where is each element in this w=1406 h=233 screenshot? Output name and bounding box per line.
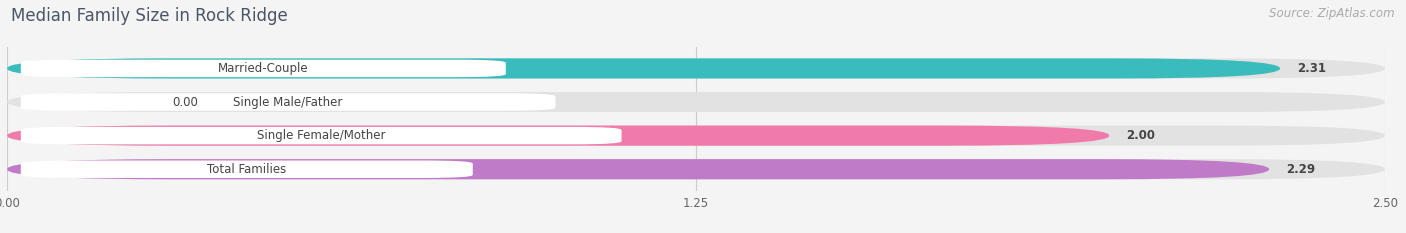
Text: Median Family Size in Rock Ridge: Median Family Size in Rock Ridge (11, 7, 288, 25)
FancyBboxPatch shape (21, 161, 472, 178)
Text: Single Male/Father: Single Male/Father (233, 96, 343, 109)
FancyBboxPatch shape (21, 60, 506, 77)
Text: Married-Couple: Married-Couple (218, 62, 309, 75)
FancyBboxPatch shape (7, 159, 1270, 179)
FancyBboxPatch shape (21, 127, 621, 144)
Text: Single Female/Mother: Single Female/Mother (257, 129, 385, 142)
Text: 2.31: 2.31 (1296, 62, 1326, 75)
Text: Total Families: Total Families (207, 163, 287, 176)
FancyBboxPatch shape (21, 93, 555, 111)
Text: Source: ZipAtlas.com: Source: ZipAtlas.com (1270, 7, 1395, 20)
FancyBboxPatch shape (7, 92, 1385, 112)
FancyBboxPatch shape (7, 126, 1385, 146)
FancyBboxPatch shape (7, 58, 1385, 79)
FancyBboxPatch shape (7, 126, 1109, 146)
Text: 2.29: 2.29 (1285, 163, 1315, 176)
Text: 2.00: 2.00 (1126, 129, 1154, 142)
FancyBboxPatch shape (7, 58, 1281, 79)
Text: 0.00: 0.00 (173, 96, 198, 109)
FancyBboxPatch shape (7, 159, 1385, 179)
